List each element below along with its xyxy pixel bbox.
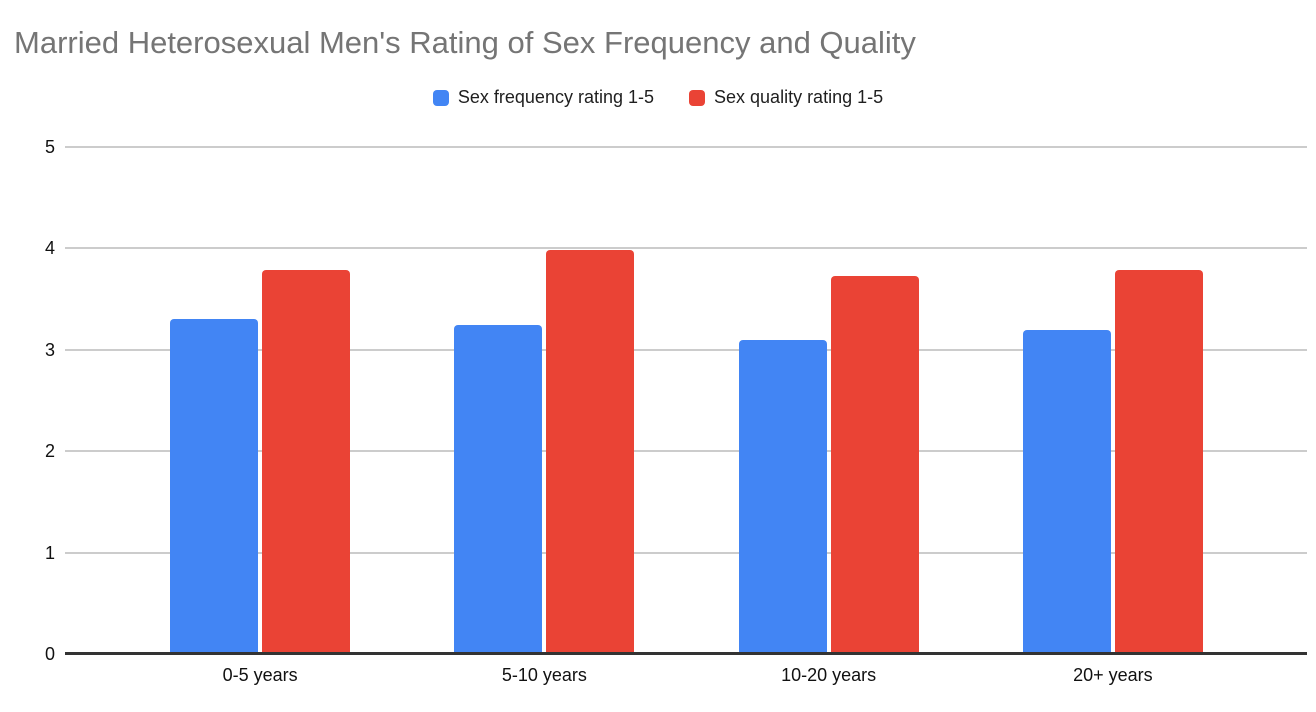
gridline xyxy=(65,450,1307,453)
gridline xyxy=(65,348,1307,351)
x-axis-label: 5-10 years xyxy=(501,665,587,685)
bar-frequency xyxy=(738,339,827,654)
x-axis-line xyxy=(65,652,1307,655)
gridline xyxy=(65,247,1307,250)
legend-item-frequency: Sex frequency rating 1-5 xyxy=(432,87,655,108)
chart-title: Married Heterosexual Men's Rating of Sex… xyxy=(14,25,916,60)
gridline xyxy=(65,551,1307,554)
bar-group xyxy=(402,147,686,654)
y-axis-tick-label: 1 xyxy=(44,542,55,563)
bars-band xyxy=(118,147,1255,654)
y-axis-tick-label: 3 xyxy=(44,339,55,360)
y-axis-tick-label: 2 xyxy=(44,441,55,462)
bar-group xyxy=(118,147,402,654)
legend-label: Sex frequency rating 1-5 xyxy=(457,87,655,107)
legend-label: Sex quality rating 1-5 xyxy=(714,87,884,107)
x-axis: 0-5 years 5-10 years 10-20 years 20+ years xyxy=(118,665,1255,686)
bar-quality xyxy=(1114,269,1203,654)
chart-legend: Sex frequency rating 1-5 Sex quality rati… xyxy=(0,87,1316,108)
bar-quality xyxy=(262,269,351,654)
legend-item-quality: Sex quality rating 1-5 xyxy=(689,87,883,108)
plot-area xyxy=(65,146,1307,655)
bar-frequency xyxy=(1022,329,1111,654)
y-axis-tick-label: 5 xyxy=(44,137,55,157)
x-axis-label: 0-5 years xyxy=(222,665,298,685)
x-axis-label: 20+ years xyxy=(1073,665,1153,685)
y-axis-tick-label: 0 xyxy=(44,644,55,664)
bar-frequency xyxy=(170,319,259,654)
legend-swatch-icon xyxy=(689,89,706,106)
gridline xyxy=(65,146,1307,148)
legend-swatch-icon xyxy=(432,89,449,106)
bar-frequency xyxy=(454,325,543,654)
bar-group xyxy=(687,147,971,654)
x-axis-label: 10-20 years xyxy=(781,665,877,685)
bar-quality xyxy=(830,275,919,654)
y-axis-tick-label: 4 xyxy=(44,238,55,259)
bar-group xyxy=(971,147,1255,654)
bar-quality xyxy=(546,250,635,654)
y-axis: 0 1 2 3 4 5 xyxy=(0,137,55,664)
